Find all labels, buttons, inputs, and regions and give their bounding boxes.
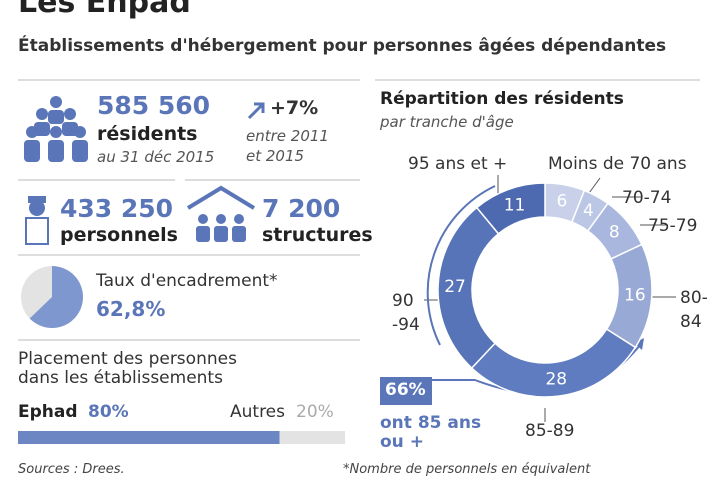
annotation-value: 66%	[385, 380, 426, 400]
data-label: 4	[583, 201, 594, 221]
leader-lines	[424, 175, 676, 422]
structures-value: 7 200	[262, 194, 341, 223]
growth-arrow	[247, 102, 265, 120]
pie-title: Taux d'encadrement*	[96, 271, 278, 291]
data-label: 16	[624, 286, 646, 306]
footnote: *Nombre de personnels en équivalent	[343, 462, 591, 477]
residents-icon	[24, 96, 88, 162]
data-label: 6	[556, 192, 567, 212]
residents-label: résidents	[97, 123, 198, 145]
bar-segment	[18, 431, 280, 444]
sources: Sources : Drees.	[18, 462, 125, 477]
growth-period: entre 2011 et 2015	[246, 127, 329, 166]
annotation-box	[380, 377, 432, 405]
separators	[18, 79, 700, 341]
structures-label: structures	[262, 224, 373, 246]
category-label: 85-89	[525, 421, 575, 441]
structures-icon	[186, 185, 256, 242]
category-label: 95 ans et +	[408, 154, 508, 174]
category-label: 70-74	[622, 188, 672, 208]
staff-value: 433 250	[60, 194, 174, 223]
arrow-head	[634, 338, 644, 350]
pie-label: 62,8%	[96, 297, 166, 321]
residents-date: au 31 déc 2015	[97, 148, 215, 166]
bar-title: Placement des personnes dans les établis…	[18, 349, 237, 388]
staff-icon	[25, 196, 49, 245]
category-label: Moins de 70 ans	[548, 154, 687, 174]
title: Les Enpad	[18, 0, 191, 20]
bar-segment	[279, 431, 345, 444]
subtitle: Établissements d'hébergement pour person…	[18, 36, 667, 56]
pie-slice	[29, 266, 83, 328]
donut-title: Répartition des résidents	[380, 89, 624, 109]
donut-slice	[475, 182, 546, 235]
annotation-text: ont 85 ans ou +	[380, 413, 482, 452]
growth-value: +7%	[270, 97, 319, 119]
bar-value-label: 80%	[88, 402, 129, 422]
bar-value-label: 20%	[296, 402, 334, 422]
category-label: 80-84	[680, 288, 708, 332]
category-label: 90 -94	[392, 291, 420, 335]
residents-value: 585 560	[97, 91, 211, 120]
staff-label: personnels	[60, 224, 178, 246]
data-label: 27	[444, 277, 466, 297]
bar-category: Ephad	[18, 402, 78, 422]
category-label: 75-79	[648, 216, 698, 236]
donut-subtitle: par tranche d'âge	[380, 113, 514, 131]
data-label: 28	[545, 369, 567, 389]
data-label: 8	[609, 223, 620, 243]
bar-category: Autres	[230, 402, 286, 422]
data-label: 11	[504, 195, 526, 215]
